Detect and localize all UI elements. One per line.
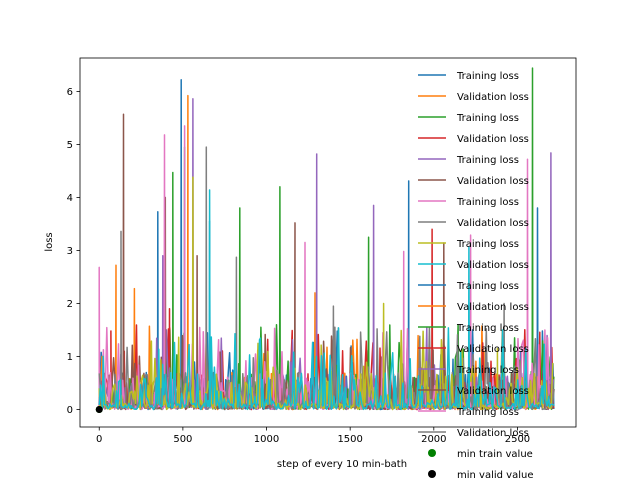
legend-label-8: Training loss [456, 239, 519, 250]
x-tick-label-2: 1000 [254, 434, 279, 445]
legend-label-14: Training loss [456, 365, 519, 376]
legend-label-18: min train value [457, 449, 533, 460]
y-tick-label-1: 1 [67, 352, 73, 363]
legend-label-15: Validation loss [457, 386, 529, 397]
legend-label-3: Validation loss [457, 134, 529, 145]
legend-label-16: Training loss [456, 407, 519, 418]
x-tick-label-4: 2000 [421, 434, 446, 445]
legend-label-17: Validation loss [457, 428, 529, 439]
y-axis-label: loss [44, 232, 55, 251]
series-line-9 [98, 189, 555, 411]
legend-label-19: min valid value [457, 470, 533, 480]
legend-label-5: Validation loss [457, 176, 529, 187]
legend-label-4: Training loss [456, 155, 519, 166]
legend-marker-18 [428, 449, 436, 457]
y-tick-label-0: 0 [67, 405, 73, 416]
legend-label-13: Validation loss [457, 344, 529, 355]
legend-label-0: Training loss [456, 71, 519, 82]
legend-label-9: Validation loss [457, 260, 529, 271]
plot-area [95, 67, 555, 414]
y-tick-label-4: 4 [67, 193, 73, 204]
y-tick-label-3: 3 [67, 246, 73, 257]
legend-label-2: Training loss [456, 113, 519, 124]
tick-group: 0 500 1000 1500 2000 2500 0 1 2 3 4 5 6 [67, 87, 531, 445]
y-tick-label-5: 5 [67, 140, 73, 151]
legend-label-10: Training loss [456, 281, 519, 292]
legend-label-1: Validation loss [457, 92, 529, 103]
x-tick-label-0: 0 [96, 434, 102, 445]
legend-marker-19 [428, 470, 436, 478]
legend: Training loss Validation loss Training los… [418, 71, 533, 480]
x-tick-label-5: 2500 [505, 434, 530, 445]
legend-label-7: Validation loss [457, 218, 529, 229]
y-tick-label-2: 2 [67, 299, 73, 310]
legend-label-6: Training loss [456, 197, 519, 208]
y-tick-label-6: 6 [67, 87, 73, 98]
axes-frame [79, 57, 577, 428]
legend-label-11: Validation loss [457, 302, 529, 313]
x-axis-label: step of every 10 min-bath [277, 459, 407, 470]
legend-label-12: Training loss [456, 323, 519, 334]
min-point-1 [95, 406, 103, 414]
x-tick-label-3: 1500 [337, 434, 362, 445]
x-tick-label-1: 500 [173, 434, 192, 445]
